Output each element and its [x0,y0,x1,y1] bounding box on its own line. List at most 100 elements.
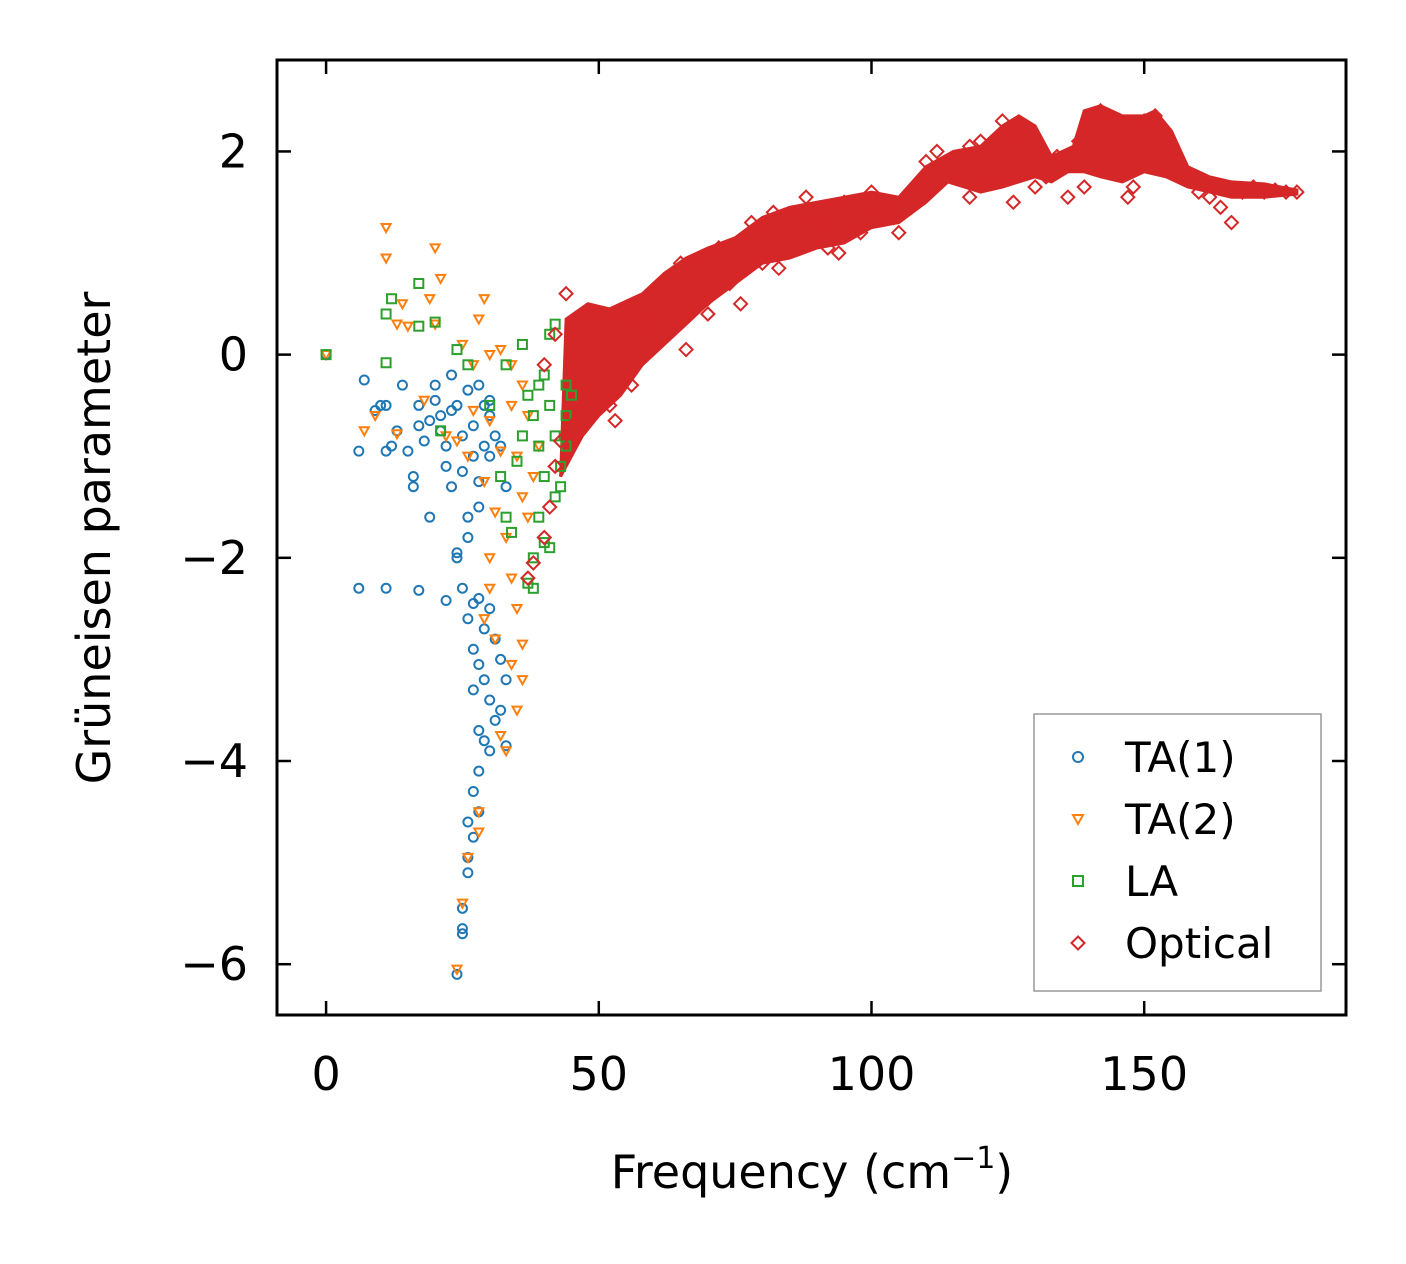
point-la [544,328,556,340]
point-optical [1059,189,1076,206]
point-optical [961,189,978,206]
point-ta-2 [428,319,442,331]
point-optical [1005,123,1022,140]
point-ta-1 [407,481,419,493]
point-ta-2 [532,441,545,453]
point-ta-1 [456,582,468,594]
point-optical [836,194,853,211]
point-la [555,481,567,493]
point-ta-1 [484,694,496,706]
point-la [435,425,447,437]
point-optical [770,260,787,277]
point-optical [689,260,705,277]
point-ta-2 [390,319,404,331]
y-tick-label: −6 [180,937,248,991]
point-optical [1190,184,1207,200]
point-optical [519,570,536,587]
point-la [413,320,425,332]
plot-frame [275,58,1348,1017]
point-la [560,379,572,391]
point-la [566,389,578,401]
point-optical [907,184,924,200]
point-optical [994,113,1011,129]
point-ta-2 [516,380,529,392]
y-tick-label: 2 [219,124,248,178]
point-ta-1 [456,928,468,940]
scatter-points [319,102,1305,980]
point-ta-1 [380,445,392,457]
point-optical [830,245,847,261]
legend-label-la: LA [1125,857,1178,906]
point-optical [1158,133,1174,150]
point-ta-1 [484,410,496,422]
point-ta-1 [451,547,463,559]
point-optical [1125,179,1142,195]
point-ta-1 [456,430,468,442]
point-ta-2 [379,223,393,235]
axis-ticks [277,60,1346,1015]
x-tick-label: 100 [828,1047,916,1101]
point-optical [1147,107,1164,124]
point-optical [929,143,945,160]
point-ta-2 [483,350,496,362]
legend-label-optical: Optical [1125,919,1273,968]
point-optical [1201,189,1218,206]
point-optical [1092,102,1109,119]
point-la [380,357,392,369]
point-optical [1179,168,1196,185]
y-tick-label: 0 [219,328,248,382]
y-tick-label: −4 [180,734,248,788]
legend-marker-optical [1070,935,1086,951]
point-ta-1 [484,603,496,615]
point-ta-2 [488,507,502,519]
point-optical [569,316,585,333]
point-ta-1 [358,374,370,386]
point-optical [656,275,673,292]
point-ta-1 [451,552,463,564]
point-ta-2 [467,405,480,418]
point-optical [525,554,542,571]
point-ta-1 [484,450,496,462]
point-ta-2 [516,675,529,687]
point-ta-1 [456,465,468,477]
point-optical [983,174,1000,190]
point-optical [547,458,564,475]
point-optical [765,204,782,221]
point-la [560,410,572,422]
point-ta-1 [429,379,441,391]
point-ta-1 [495,704,507,716]
point-optical [601,397,618,414]
point-optical [1076,179,1093,195]
point-la [320,349,332,361]
point-optical [961,138,978,155]
point-ta-2 [401,321,415,333]
point-ta-2 [494,446,507,458]
point-la [386,293,398,305]
point-ta-1 [424,511,436,523]
point-optical [552,433,569,449]
point-optical [645,290,662,307]
point-ta-1 [396,379,408,391]
point-ta-1 [462,867,474,879]
y-tick-label: −2 [180,531,248,585]
point-ta-2 [434,273,447,285]
point-ta-1 [467,598,479,610]
legend-marker-ta-1 [1072,751,1084,763]
point-ta-1 [473,379,485,391]
point-ta-1 [446,405,458,417]
point-optical [1136,113,1153,129]
y-axis-title: Grüneisen parameter [67,291,121,784]
point-optical [656,321,673,338]
point-optical [809,214,825,231]
point-ta-2 [472,807,486,819]
point-optical [798,189,814,206]
point-optical [558,285,574,302]
point-optical [672,255,689,272]
point-ta-2 [494,731,507,743]
point-la [511,455,523,467]
point-la [380,308,392,320]
point-la [495,471,507,483]
point-ta-1 [473,725,485,737]
point-ta-1 [462,511,474,523]
